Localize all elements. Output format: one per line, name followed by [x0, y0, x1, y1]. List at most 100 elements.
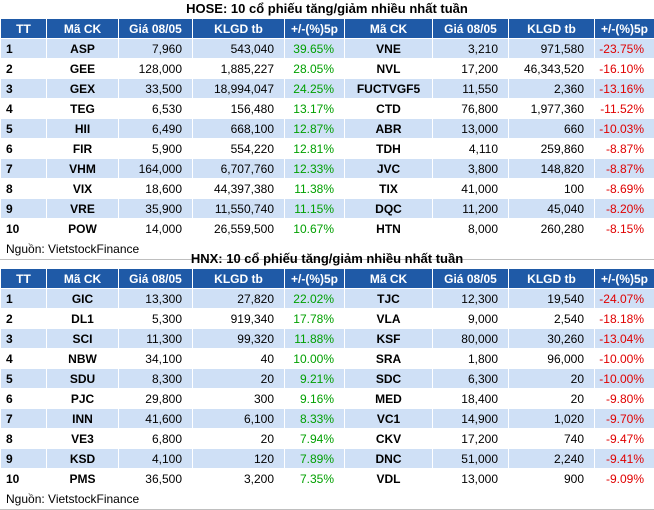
gainer-code-cell: PJC [47, 389, 119, 409]
gainer-price-cell: 6,490 [119, 119, 193, 139]
loser-volume-cell: 45,040 [509, 199, 595, 219]
gainer-volume-cell: 20 [193, 369, 285, 389]
gainer-volume-cell: 99,320 [193, 329, 285, 349]
loser-code-cell: VNE [345, 39, 433, 59]
gainer-price-cell: 5,300 [119, 309, 193, 329]
down-code-header: Mã CK [345, 19, 433, 39]
loser-change-cell: -8.87% [595, 159, 654, 179]
gainer-code-cell: VHM [47, 159, 119, 179]
loser-change-cell: -10.00% [595, 349, 654, 369]
gainer-code-cell: PMS [47, 469, 119, 489]
gainer-price-cell: 33,500 [119, 79, 193, 99]
gainer-code-cell: KSD [47, 449, 119, 469]
tt-header: TT [1, 19, 47, 39]
loser-code-cell: SRA [345, 349, 433, 369]
loser-volume-cell: 30,260 [509, 329, 595, 349]
loser-change-cell: -8.20% [595, 199, 654, 219]
gainer-code-cell: HII [47, 119, 119, 139]
loser-change-cell: -18.18% [595, 309, 654, 329]
gainer-code-cell: TEG [47, 99, 119, 119]
gainer-volume-cell: 11,550,740 [193, 199, 285, 219]
up-volume-header: KLGD tb [193, 269, 285, 289]
loser-change-cell: -9.80% [595, 389, 654, 409]
gainer-price-cell: 8,300 [119, 369, 193, 389]
gainer-code-cell: ASP [47, 39, 119, 59]
gainer-volume-cell: 120 [193, 449, 285, 469]
loser-code-cell: ABR [345, 119, 433, 139]
gainer-change-cell: 22.02% [285, 289, 345, 309]
gainer-volume-cell: 26,559,500 [193, 219, 285, 239]
loser-price-cell: 18,400 [433, 389, 509, 409]
gainer-code-cell: FIR [47, 139, 119, 159]
hnx-source-note: Nguồn: VietstockFinance [0, 489, 654, 510]
gainer-change-cell: 11.88% [285, 329, 345, 349]
gainer-change-cell: 7.89% [285, 449, 345, 469]
gainer-volume-cell: 156,480 [193, 99, 285, 119]
gainer-volume-cell: 6,707,760 [193, 159, 285, 179]
gainer-volume-cell: 18,994,047 [193, 79, 285, 99]
gainer-change-cell: 24.25% [285, 79, 345, 99]
loser-price-cell: 8,000 [433, 219, 509, 239]
loser-price-cell: 13,000 [433, 119, 509, 139]
gainer-code-cell: SDU [47, 369, 119, 389]
loser-change-cell: -9.47% [595, 429, 654, 449]
loser-change-cell: -9.09% [595, 469, 654, 489]
up-code-header: Mã CK [47, 269, 119, 289]
loser-change-cell: -8.87% [595, 139, 654, 159]
loser-price-cell: 12,300 [433, 289, 509, 309]
gainer-volume-cell: 668,100 [193, 119, 285, 139]
rank-cell: 6 [1, 389, 47, 409]
loser-change-cell: -11.52% [595, 99, 654, 119]
gainer-price-cell: 11,300 [119, 329, 193, 349]
gainer-change-cell: 7.94% [285, 429, 345, 449]
loser-code-cell: HTN [345, 219, 433, 239]
gainer-change-cell: 17.78% [285, 309, 345, 329]
loser-volume-cell: 2,540 [509, 309, 595, 329]
up-change-header: +/-(%)5p [285, 269, 345, 289]
gainer-volume-cell: 919,340 [193, 309, 285, 329]
up-code-header: Mã CK [47, 19, 119, 39]
gainer-code-cell: GEE [47, 59, 119, 79]
rank-cell: 1 [1, 39, 47, 59]
down-volume-header: KLGD tb [509, 269, 595, 289]
loser-price-cell: 6,300 [433, 369, 509, 389]
loser-code-cell: TDH [345, 139, 433, 159]
gainer-price-cell: 18,600 [119, 179, 193, 199]
gainer-code-cell: POW [47, 219, 119, 239]
gainer-code-cell: VE3 [47, 429, 119, 449]
loser-price-cell: 11,200 [433, 199, 509, 219]
loser-volume-cell: 740 [509, 429, 595, 449]
loser-code-cell: CKV [345, 429, 433, 449]
down-change-header: +/-(%)5p [595, 19, 654, 39]
loser-price-cell: 4,110 [433, 139, 509, 159]
rank-cell: 3 [1, 329, 47, 349]
gainer-change-cell: 13.17% [285, 99, 345, 119]
gainer-change-cell: 11.15% [285, 199, 345, 219]
gainer-code-cell: INN [47, 409, 119, 429]
rank-cell: 2 [1, 309, 47, 329]
gainer-price-cell: 29,800 [119, 389, 193, 409]
loser-code-cell: VDL [345, 469, 433, 489]
loser-volume-cell: 19,540 [509, 289, 595, 309]
gainer-volume-cell: 554,220 [193, 139, 285, 159]
gainer-volume-cell: 27,820 [193, 289, 285, 309]
loser-price-cell: 17,200 [433, 59, 509, 79]
loser-code-cell: DQC [345, 199, 433, 219]
gainer-change-cell: 12.87% [285, 119, 345, 139]
gainer-price-cell: 14,000 [119, 219, 193, 239]
loser-code-cell: DNC [345, 449, 433, 469]
gainer-change-cell: 28.05% [285, 59, 345, 79]
gainer-price-cell: 41,600 [119, 409, 193, 429]
loser-code-cell: MED [345, 389, 433, 409]
gainer-price-cell: 164,000 [119, 159, 193, 179]
rank-cell: 2 [1, 59, 47, 79]
gainer-code-cell: SCI [47, 329, 119, 349]
gainer-change-cell: 9.21% [285, 369, 345, 389]
gainer-change-cell: 11.38% [285, 179, 345, 199]
